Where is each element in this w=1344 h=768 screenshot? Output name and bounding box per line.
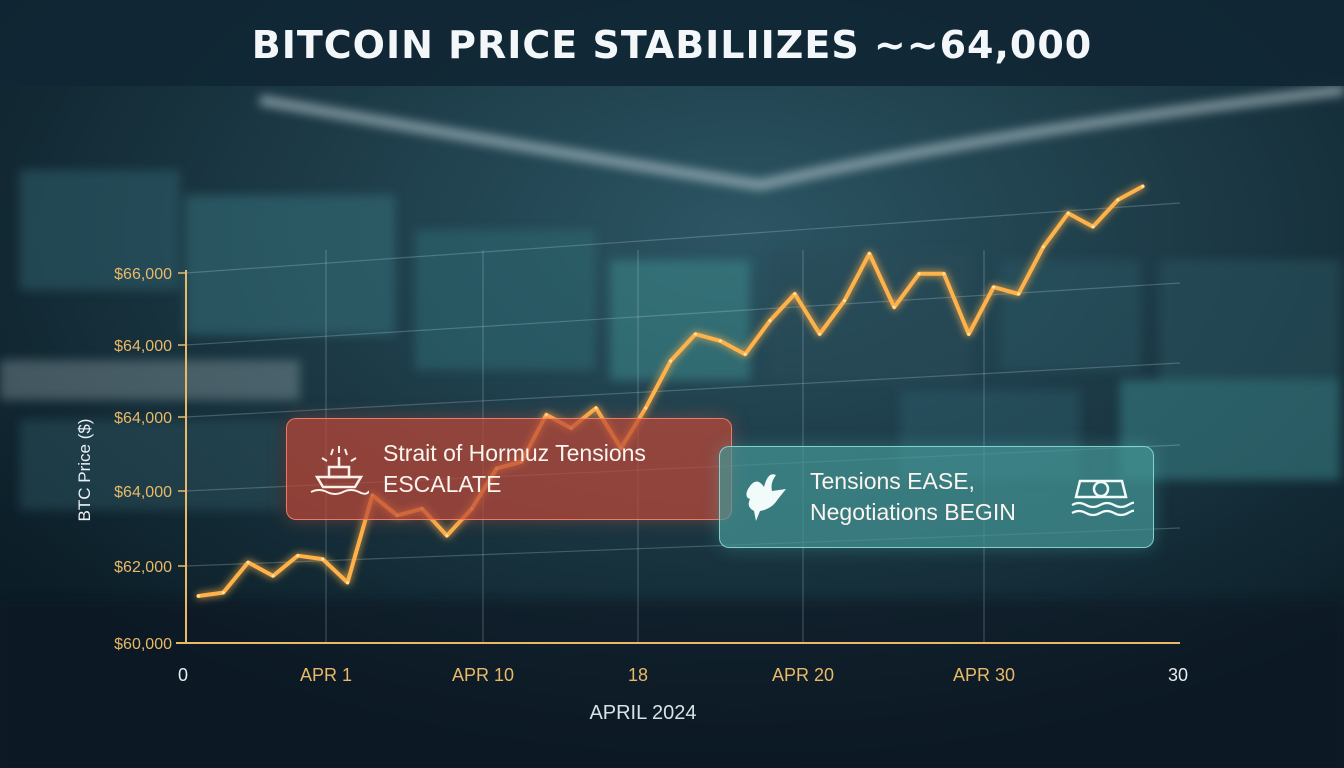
price-point [246,560,250,564]
price-point [743,352,747,356]
y-tick-label: $64,000 [114,484,172,501]
chart-title: BITCOIN PRICE STABILIIZES ~~64,000 [251,23,1093,67]
x-tick-label: APR 20 [772,665,834,685]
x-axis-label: APRIL 2024 [589,702,696,724]
price-point [867,252,871,256]
price-point [1016,292,1020,296]
price-point [942,272,946,276]
y-tick-label: $62,000 [114,559,172,576]
price-point [644,406,648,410]
price-point [967,332,971,336]
price-point [1091,225,1095,229]
price-point [1116,198,1120,202]
price-point [768,319,772,323]
y-axis-label: BTC Price ($) [75,419,94,522]
ship-waves-icon [1071,479,1134,517]
y-tick-labels: $60,000 $62,000 $64,000 $64,000 $64,000 $66,0… [114,266,186,653]
price-point [793,292,797,296]
price-point [1141,184,1145,188]
x-tick-label: 0 [178,665,188,685]
x-tick-label: 30 [1168,665,1188,685]
price-point [1041,245,1045,249]
price-point [445,534,449,538]
gridline-horizontal [185,202,1181,274]
ship-fire-icon [310,446,369,495]
price-point [718,339,722,343]
price-point [693,332,697,336]
price-point [594,406,598,410]
price-point [917,272,921,276]
event-ease-line2: Negotiations BEGIN [810,499,1016,525]
x-tick-labels: 0 APR 1 APR 10 18 APR 20 APR 30 30 [178,665,1188,685]
event-hormuz-escalate: Strait of Hormuz Tensions ESCALATE [286,418,732,520]
y-tick-label: $66,000 [114,266,172,283]
x-tick-label: 18 [628,665,648,685]
price-point [321,557,325,561]
event-tensions-ease: Tensions EASE, Negotiations BEGIN [719,446,1154,548]
price-point [346,581,350,585]
price-point [196,594,200,598]
gridline-horizontal [185,362,1181,418]
price-point [271,574,275,578]
price-point [544,413,548,417]
y-tick-label: $64,000 [114,338,172,355]
x-tick-label: APR 1 [300,665,352,685]
gridline-horizontal [185,282,1181,346]
x-tick-label: APR 10 [452,665,514,685]
dove-icon [746,474,786,521]
y-tick-label: $64,000 [114,410,172,427]
title-bar: BITCOIN PRICE STABILIIZES ~~64,000 [0,0,1344,86]
price-point [843,299,847,303]
x-tick-label: APR 30 [953,665,1015,685]
price-point [892,305,896,309]
price-point [296,554,300,558]
event-ease-line1: Tensions EASE, [810,468,975,494]
price-point [669,359,673,363]
price-point [221,591,225,595]
event-hormuz-line1: Strait of Hormuz Tensions [383,440,646,466]
price-point [992,285,996,289]
price-point [1066,211,1070,215]
price-point [818,332,822,336]
event-hormuz-line2: ESCALATE [383,471,502,497]
y-tick-label: $60,000 [114,636,172,653]
